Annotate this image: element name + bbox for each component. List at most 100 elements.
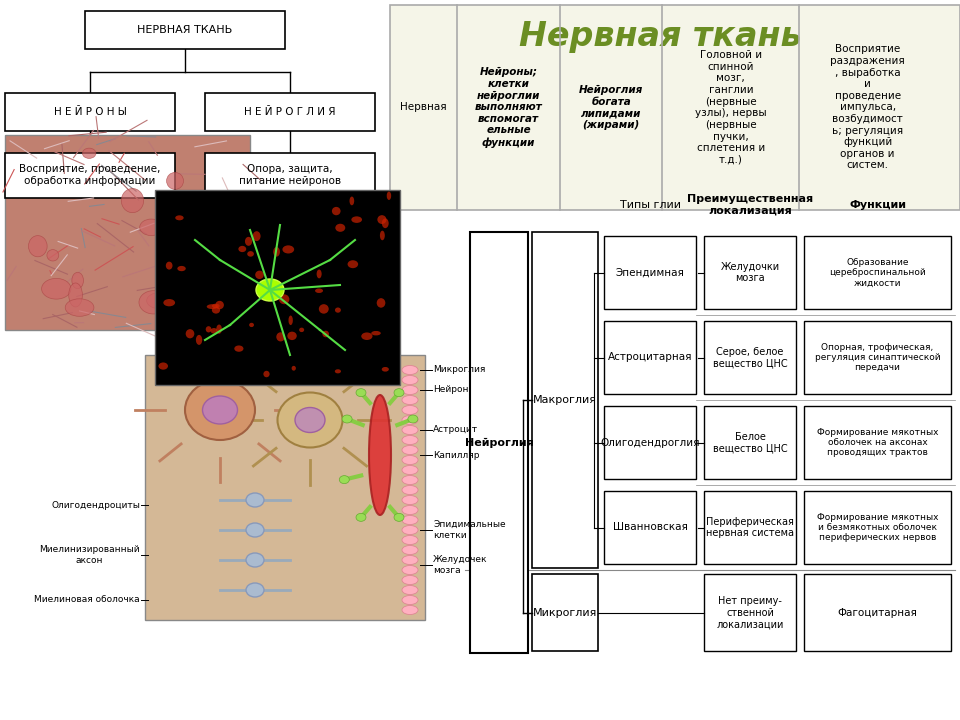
Ellipse shape bbox=[238, 246, 246, 252]
Text: Восприятие
раздражения
, выработка
и
проведение
импульса,
возбудимост
ь; регуляц: Восприятие раздражения , выработка и про… bbox=[830, 45, 905, 171]
Text: Периферическая
нервная система: Периферическая нервная система bbox=[706, 517, 794, 539]
Ellipse shape bbox=[342, 415, 352, 423]
Ellipse shape bbox=[250, 323, 254, 327]
Text: Серое, белое
вещество ЦНС: Серое, белое вещество ЦНС bbox=[712, 347, 787, 369]
Bar bbox=[205, 93, 375, 131]
Ellipse shape bbox=[178, 266, 186, 271]
Text: Эпидимальные
клетки: Эпидимальные клетки bbox=[433, 521, 506, 540]
Ellipse shape bbox=[319, 304, 328, 314]
Ellipse shape bbox=[140, 219, 163, 235]
Ellipse shape bbox=[166, 261, 173, 269]
Text: Функции: Функции bbox=[849, 200, 906, 210]
Bar bbox=[704, 406, 796, 479]
Ellipse shape bbox=[335, 307, 341, 312]
Ellipse shape bbox=[351, 216, 362, 223]
Bar bbox=[804, 321, 951, 394]
Ellipse shape bbox=[339, 476, 349, 484]
Ellipse shape bbox=[402, 475, 418, 485]
Bar bbox=[5, 153, 175, 197]
Text: Микроглия: Микроглия bbox=[433, 366, 486, 374]
Text: Микроглия: Микроглия bbox=[533, 608, 597, 618]
Ellipse shape bbox=[252, 231, 260, 241]
Ellipse shape bbox=[212, 304, 220, 308]
Ellipse shape bbox=[205, 326, 211, 333]
Ellipse shape bbox=[69, 283, 83, 307]
Text: Опора, защита,
питание нейронов: Опора, защита, питание нейронов bbox=[239, 164, 341, 186]
Ellipse shape bbox=[255, 271, 264, 279]
Text: Желудочек
мозга: Желудочек мозга bbox=[433, 555, 488, 575]
Ellipse shape bbox=[248, 251, 254, 257]
Text: Олигодендроглия: Олигодендроглия bbox=[600, 438, 700, 448]
Ellipse shape bbox=[277, 392, 343, 448]
Text: Фагоцитарная: Фагоцитарная bbox=[837, 608, 918, 618]
Ellipse shape bbox=[173, 258, 202, 275]
Ellipse shape bbox=[402, 466, 418, 474]
Bar bbox=[604, 406, 696, 479]
Ellipse shape bbox=[276, 332, 285, 341]
Text: Олигодендроциты: Олигодендроциты bbox=[51, 500, 140, 510]
Ellipse shape bbox=[245, 237, 252, 246]
Text: Н Е Й Р О Н Ы: Н Е Й Р О Н Ы bbox=[54, 107, 127, 117]
Ellipse shape bbox=[196, 335, 203, 345]
Ellipse shape bbox=[139, 291, 168, 314]
Ellipse shape bbox=[372, 331, 381, 336]
Bar bbox=[804, 574, 951, 651]
Text: Типы глии: Типы глии bbox=[619, 200, 681, 210]
Ellipse shape bbox=[147, 292, 175, 309]
Ellipse shape bbox=[47, 250, 59, 261]
Ellipse shape bbox=[402, 485, 418, 495]
Ellipse shape bbox=[408, 415, 418, 423]
Text: Нейроны;
клетки
нейроглии
выполняют
вспомогат
ельные
функции: Нейроны; клетки нейроглии выполняют вспо… bbox=[474, 67, 542, 148]
Ellipse shape bbox=[402, 516, 418, 524]
Ellipse shape bbox=[394, 513, 404, 521]
Ellipse shape bbox=[246, 553, 264, 567]
Ellipse shape bbox=[382, 367, 389, 372]
Ellipse shape bbox=[289, 315, 293, 325]
Text: Капилляр: Капилляр bbox=[433, 451, 479, 459]
Ellipse shape bbox=[402, 585, 418, 595]
Ellipse shape bbox=[292, 366, 296, 371]
Ellipse shape bbox=[356, 513, 366, 521]
Text: Желудочки
мозга: Желудочки мозга bbox=[720, 261, 780, 283]
Ellipse shape bbox=[272, 289, 282, 294]
Bar bbox=[704, 491, 796, 564]
Text: Нервная: Нервная bbox=[400, 102, 447, 112]
Text: Восприятие, проведение,
обработка информации: Восприятие, проведение, обработка информ… bbox=[19, 164, 160, 186]
Bar bbox=[704, 574, 796, 651]
Ellipse shape bbox=[402, 575, 418, 585]
Ellipse shape bbox=[279, 294, 289, 305]
Bar bbox=[604, 236, 696, 309]
Ellipse shape bbox=[382, 218, 389, 228]
Ellipse shape bbox=[215, 301, 224, 310]
Ellipse shape bbox=[246, 523, 264, 537]
Text: Нейроглия
богата
липидами
(жирами): Нейроглия богата липидами (жирами) bbox=[579, 85, 643, 130]
Ellipse shape bbox=[402, 415, 418, 425]
Ellipse shape bbox=[121, 189, 144, 212]
Ellipse shape bbox=[376, 298, 385, 307]
Ellipse shape bbox=[287, 332, 297, 340]
Text: Нейроглия: Нейроглия bbox=[465, 438, 534, 448]
Ellipse shape bbox=[402, 546, 418, 554]
Ellipse shape bbox=[206, 304, 218, 309]
Ellipse shape bbox=[402, 565, 418, 575]
Text: Преимущественная
локализация: Преимущественная локализация bbox=[687, 194, 813, 216]
Ellipse shape bbox=[394, 389, 404, 397]
Ellipse shape bbox=[402, 385, 418, 395]
Ellipse shape bbox=[83, 148, 96, 158]
Ellipse shape bbox=[216, 325, 222, 334]
Ellipse shape bbox=[41, 279, 71, 299]
Bar bbox=[5, 93, 175, 131]
Bar bbox=[5, 135, 250, 330]
Bar bbox=[463, 180, 960, 660]
Ellipse shape bbox=[317, 269, 322, 279]
Ellipse shape bbox=[348, 260, 358, 268]
Ellipse shape bbox=[163, 299, 175, 306]
Ellipse shape bbox=[402, 606, 418, 614]
Text: Образование
цереброспинальной
жидкости: Образование цереброспинальной жидкости bbox=[829, 258, 925, 287]
Text: Опорная, трофическая,
регуляция синаптической
передачи: Опорная, трофическая, регуляция синаптич… bbox=[815, 343, 940, 372]
Ellipse shape bbox=[356, 389, 366, 397]
Bar bbox=[155, 190, 400, 385]
Ellipse shape bbox=[210, 328, 217, 333]
Ellipse shape bbox=[402, 426, 418, 434]
Text: Нервная ткань: Нервная ткань bbox=[518, 20, 802, 53]
